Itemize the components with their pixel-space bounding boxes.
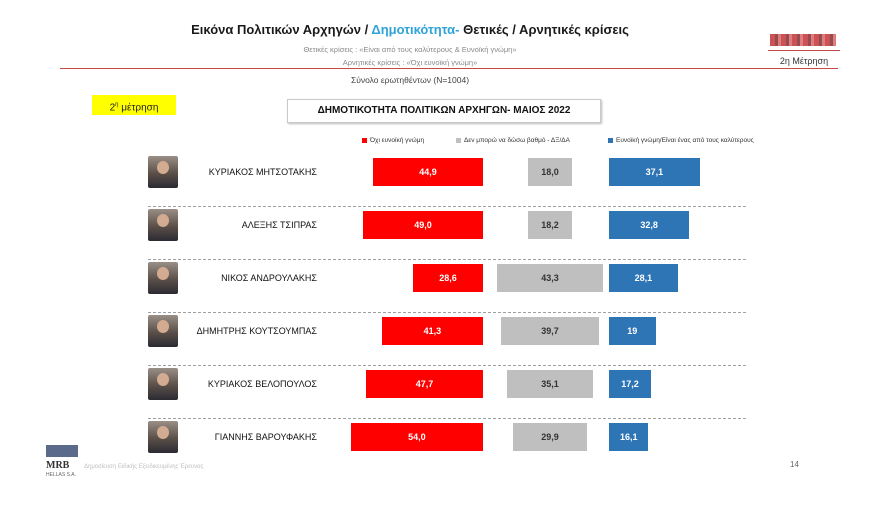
bar-negative: 47,7 [366,370,483,398]
tag-text: μέτρηση [118,102,159,114]
leader-name: ΚΥΡΙΑΚΟΣ ΒΕΛΟΠΟΥΛΟΣ [207,379,317,389]
bar-dk: 18,0 [527,158,573,186]
leader-name: ΝΙΚΟΣ ΑΝΔΡΟΥΛΑΚΗΣ [221,273,317,283]
bar-dk: 18,2 [527,211,573,239]
measurement-label: 2η Μέτρηση [779,56,829,66]
tag-number: 2 [109,102,116,114]
title-accent: Δημοτικότητα- [371,22,460,37]
bar-positive: 17,2 [609,370,652,398]
legend-swatch-negative [362,137,367,143]
footnote: Δημοσίευση Ειδικής Εξειδικευμένης Έρευνα… [84,464,204,470]
row-separator [148,418,746,419]
leader-photo [148,156,178,188]
leader-photo [148,421,178,453]
slide-title: Εικόνα Πολιτικών Αρχηγών / Δημοτικότητα-… [60,22,760,37]
leader-photo [148,315,178,347]
legend-positive: Ευνοϊκή γνώμη/Είναι ένας από τους καλύτε… [608,137,754,144]
row-separator [148,312,746,313]
mrb-logo-text: MRB [46,460,70,471]
legend-label-negative: Όχι ευνοϊκή γνώμη [370,137,425,144]
bar-positive: 32,8 [609,211,690,239]
bar-negative: 28,6 [412,264,483,292]
leader-name: ΓΙΑΝΝΗΣ ΒΑΡΟΥΦΑΚΗΣ [214,432,317,442]
bar-dk: 29,9 [513,423,587,451]
subtitle-negative: Αρνητικές κρίσεις : «Όχι ευνοϊκή γνώμη» [342,58,478,67]
legend-dk: Δεν μπορώ να δώσω βαθμό - ΔΞ/ΔΑ [456,137,570,144]
mrb-logo-mark [46,445,78,457]
bar-positive: 16,1 [609,423,649,451]
header-divider [60,68,838,69]
measurement-tag: 2η μέτρηση [92,95,176,115]
logo-divider [768,50,840,51]
leader-name: ΚΥΡΙΑΚΟΣ ΜΗΤΣΟΤΑΚΗΣ [208,167,317,177]
row-separator [148,365,746,366]
title-part-2: Θετικές / Αρνητικές κρίσεις [459,22,629,37]
bar-negative: 41,3 [381,317,483,345]
leader-photo [148,209,178,241]
page-number: 14 [790,460,799,469]
legend-swatch-dk [456,137,461,143]
bar-dk: 39,7 [501,317,599,345]
mrb-logo-sub: HELLAS S.A. [46,472,77,478]
bar-dk: 35,1 [507,370,593,398]
bar-positive: 28,1 [609,264,678,292]
brand-logo [770,34,836,46]
bar-negative: 44,9 [372,158,483,186]
tag-sup: η [115,102,119,108]
legend-label-positive: Ευνοϊκή γνώμη/Είναι ένας από τους καλύτε… [616,137,754,144]
bar-negative: 49,0 [362,211,483,239]
sample-size: Σύνολο ερωτηθέντων (N=1004) [350,75,470,85]
row-separator [148,259,746,260]
legend-negative: Όχι ευνοϊκή γνώμη [362,137,424,144]
leader-photo [148,368,178,400]
bar-positive: 19 [609,317,656,345]
legend-swatch-positive [608,137,613,143]
bar-negative: 54,0 [350,423,483,451]
leader-name: ΔΗΜΗΤΡΗΣ ΚΟΥΤΣΟΥΜΠΑΣ [196,326,317,336]
leader-photo [148,262,178,294]
chart-title: ΔΗΜΟΤΙΚΟΤΗΤΑ ΠΟΛΙΤΙΚΩΝ ΑΡΧΗΓΩΝ- ΜΑΙΟΣ 20… [287,99,601,123]
leader-name: ΑΛΕΞΗΣ ΤΣΙΠΡΑΣ [241,220,317,230]
row-separator [148,206,746,207]
legend-label-dk: Δεν μπορώ να δώσω βαθμό - ΔΞ/ΔΑ [464,137,570,144]
subtitle-positive: Θετικές κρίσεις : «Είναι από τους καλύτε… [303,45,517,54]
title-part-1: Εικόνα Πολιτικών Αρχηγών / [191,22,372,37]
bar-positive: 37,1 [609,158,700,186]
bar-dk: 43,3 [496,264,604,292]
